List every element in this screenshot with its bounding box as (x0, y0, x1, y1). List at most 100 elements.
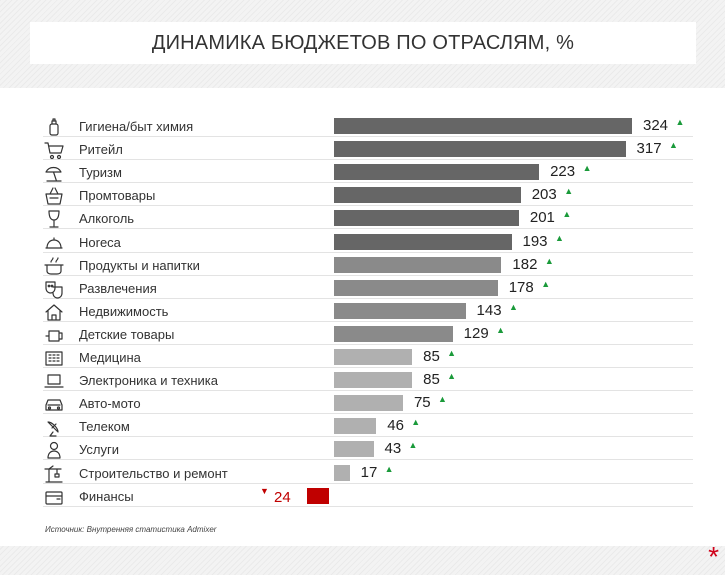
data-label: 85 (423, 348, 440, 365)
data-label: 324 (643, 117, 669, 134)
title-box: ДИНАМИКА БЮДЖЕТОВ ПО ОТРАСЛЯМ, % (30, 22, 696, 64)
row-divider (43, 367, 693, 368)
category-label: Строительство и ремонт (79, 465, 228, 481)
row-divider (43, 390, 693, 392)
bar (334, 418, 377, 435)
arrow-up-icon: ▲ (541, 278, 551, 289)
row-divider (43, 436, 693, 438)
bar (334, 441, 374, 458)
category-label: Развлечения (79, 280, 157, 296)
beach-umbrella-icon (44, 163, 68, 183)
category-label: Продукты и напитки (79, 257, 200, 273)
row-divider (43, 413, 693, 415)
bar (307, 487, 329, 504)
cloche-icon (44, 233, 68, 253)
asterisk-logo-icon: * (708, 541, 719, 572)
category-label: Телеком (79, 419, 130, 435)
category-label: Туризм (79, 165, 122, 181)
category-label: Электроника и техника (79, 373, 219, 389)
bar (334, 256, 502, 273)
bar (334, 279, 498, 296)
row-divider (43, 482, 693, 484)
bar (334, 395, 403, 412)
arrow-up-icon: ▲ (669, 140, 678, 151)
data-label: 85 (423, 371, 440, 389)
row-divider (43, 228, 693, 230)
car-icon (44, 394, 68, 414)
row-divider (43, 251, 693, 253)
data-label: 17 (360, 463, 378, 481)
data-label: 129 (463, 324, 489, 342)
data-label: 203 (531, 186, 557, 204)
row-divider (43, 320, 693, 322)
bar (334, 302, 466, 319)
bar (334, 164, 540, 181)
pot-icon (44, 256, 68, 276)
laptop-icon (44, 371, 68, 391)
data-label: 223 (550, 163, 576, 181)
category-label: Услуги (79, 442, 119, 458)
hospital-icon (44, 348, 68, 368)
row-divider (43, 274, 693, 276)
category-label: Медицина (79, 350, 141, 365)
data-label: 24 (274, 488, 291, 506)
row-divider (43, 297, 693, 299)
category-label: Horeca (79, 234, 121, 250)
arrow-up-icon: ▲ (437, 394, 447, 405)
arrow-up-icon: ▲ (496, 324, 506, 335)
category-label: Недвижимость (79, 303, 169, 319)
crane-icon (44, 464, 68, 484)
data-label: 193 (522, 232, 548, 250)
house-icon (44, 302, 68, 322)
row-divider (43, 459, 693, 461)
arrow-up-icon: ▲ (384, 463, 394, 474)
row-divider (43, 505, 693, 507)
cart-icon (44, 140, 68, 160)
data-label: 178 (508, 278, 534, 296)
data-label: 46 (387, 417, 404, 435)
wallet-icon (44, 487, 68, 507)
bar (334, 325, 453, 342)
bottle-icon (44, 117, 68, 137)
bar (334, 210, 519, 227)
bar (334, 141, 626, 158)
bar (334, 118, 632, 134)
arrow-up-icon: ▲ (564, 186, 574, 197)
chart-title: ДИНАМИКА БЮДЖЕТОВ ПО ОТРАСЛЯМ, % (151, 31, 575, 54)
data-label: 143 (476, 301, 502, 319)
row-divider (43, 159, 693, 161)
arrow-up-icon: ▲ (555, 232, 564, 243)
category-label: Авто-мото (79, 396, 141, 412)
arrow-up-icon: ▲ (544, 255, 554, 266)
bar (334, 372, 413, 389)
arrow-up-icon: ▲ (562, 209, 572, 220)
satellite-dish-icon (44, 417, 68, 437)
category-label: Алкоголь (79, 211, 135, 227)
arrow-up-icon: ▲ (411, 417, 421, 428)
data-label: 317 (636, 140, 662, 158)
source-note: Источник: Внутренняя статистика Admixer (45, 525, 217, 534)
wine-glass-icon (44, 209, 68, 229)
basket-icon (44, 186, 68, 206)
arrow-up-icon: ▲ (509, 301, 518, 312)
arrow-up-icon: ▲ (408, 440, 418, 451)
arrow-up-icon: ▲ (582, 163, 592, 174)
data-label: 201 (529, 209, 555, 227)
arrow-up-icon: ▲ (675, 117, 685, 127)
arrow-down-icon: ▼ (260, 485, 269, 496)
bar (334, 233, 512, 250)
data-label: 43 (384, 440, 402, 458)
theater-masks-icon (44, 279, 68, 299)
person-icon (44, 440, 68, 460)
arrow-up-icon: ▲ (447, 371, 457, 382)
row-divider (43, 182, 693, 184)
bar (334, 187, 521, 204)
arrow-up-icon: ▲ (447, 348, 457, 358)
bar (334, 349, 413, 365)
bar (334, 464, 350, 481)
category-label: Финансы (79, 488, 134, 504)
category-label: Ритейл (79, 142, 123, 158)
category-label: Детские товары (79, 326, 175, 342)
data-label: 75 (413, 394, 431, 412)
data-label: 182 (512, 255, 538, 273)
